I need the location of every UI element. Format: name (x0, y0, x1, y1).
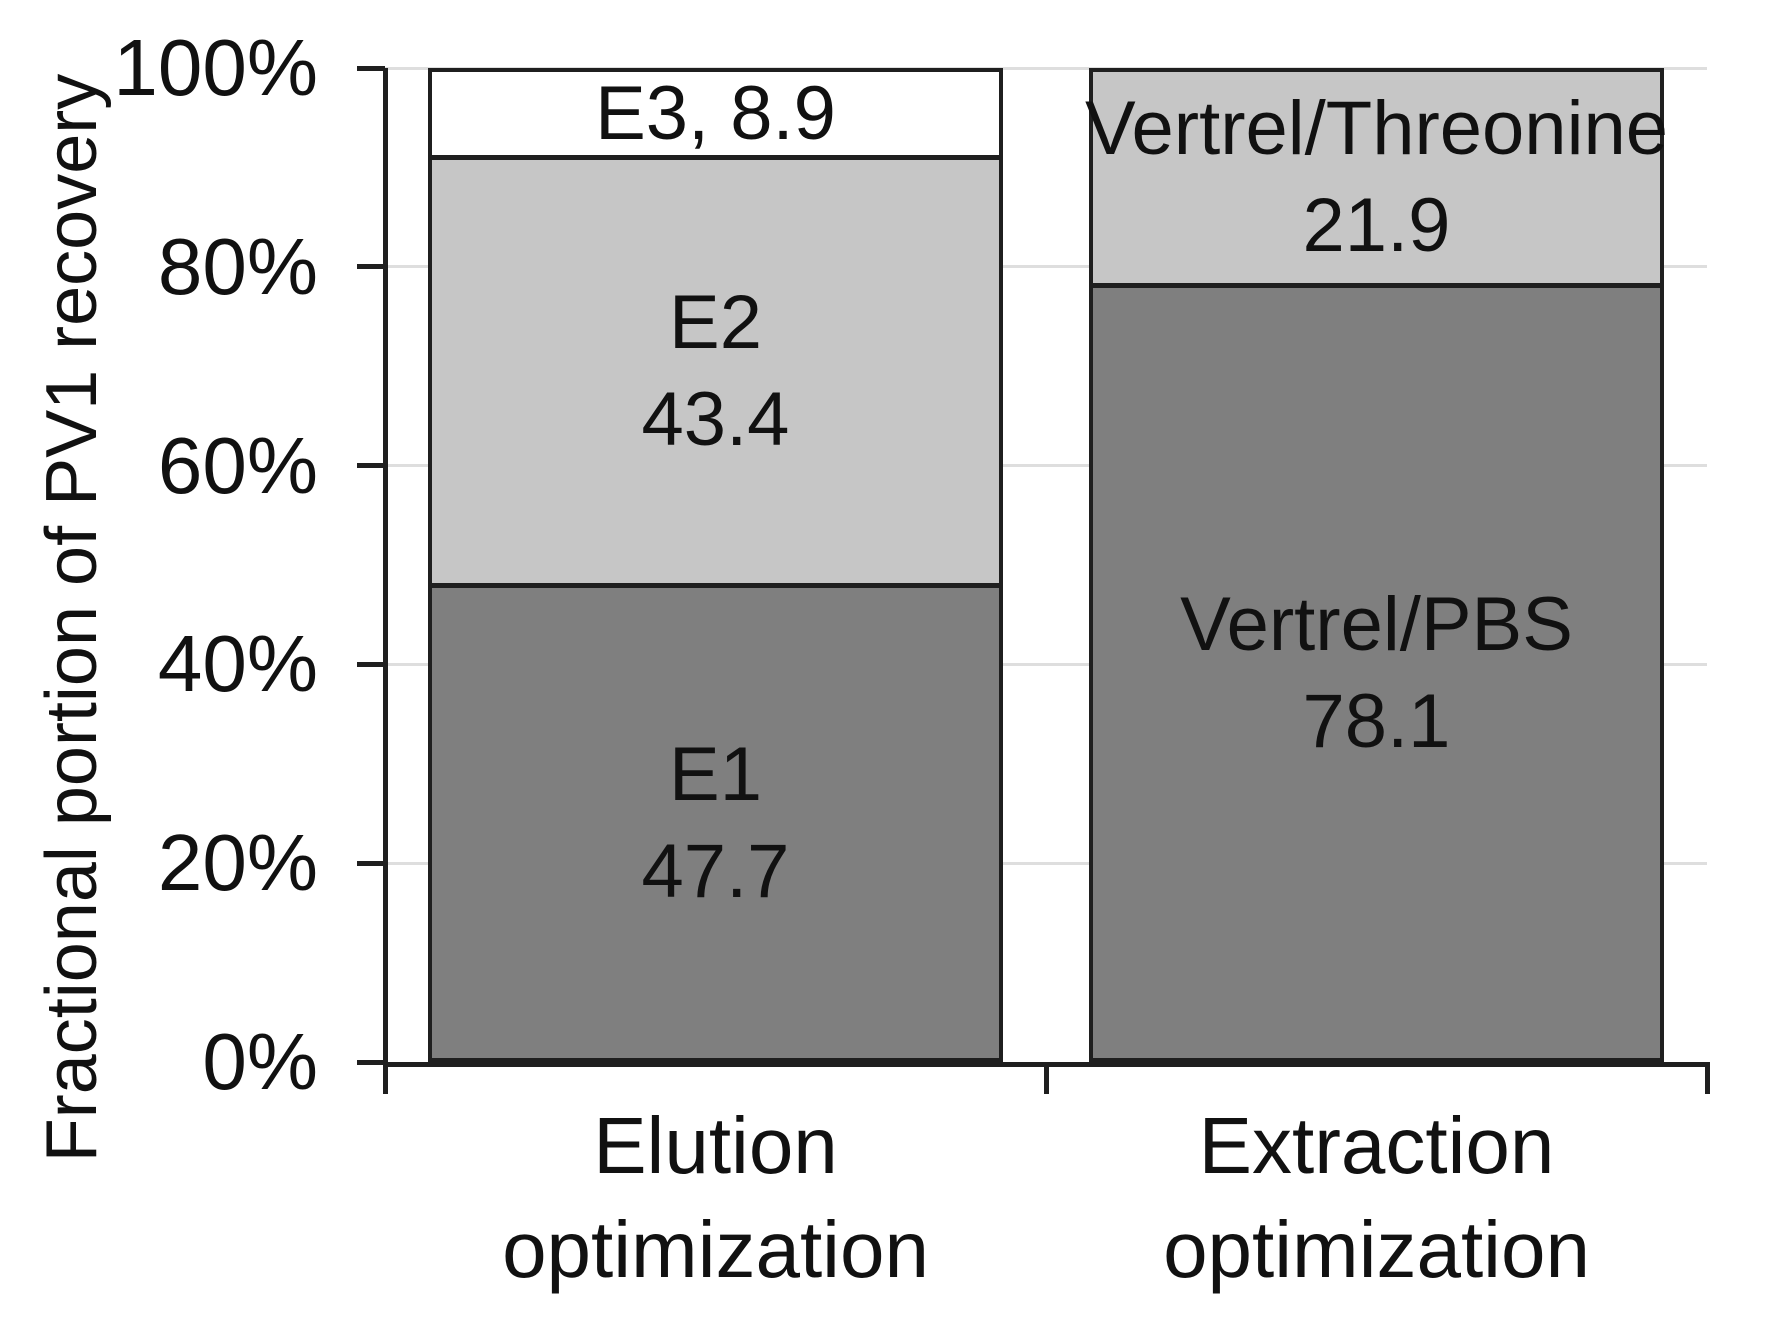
bar-segment-label: Vertrel/PBS 78.1 (1180, 581, 1573, 764)
y-tick-label-60: 60% (157, 420, 318, 510)
gridline-60 (385, 464, 1707, 468)
y-axis-line (383, 68, 388, 1067)
bar-segment-vertrel-pbs: Vertrel/PBS 78.1 (1093, 287, 1660, 1058)
bar-segment-label: E1 47.7 (641, 731, 790, 914)
bar-segment-e3: E3, 8.9 (432, 71, 999, 160)
y-axis-title: Fractional portion of PV1 recovery (32, 73, 112, 1163)
y-tick-label-20: 20% (157, 818, 318, 908)
x-tick-0 (382, 1062, 388, 1094)
gridline-80 (385, 265, 1707, 269)
y-tick-100 (357, 65, 385, 71)
x-tick-2 (1704, 1062, 1710, 1094)
y-tick-0 (357, 1059, 385, 1065)
y-tick-20 (357, 860, 385, 866)
bar-segment-e1: E1 47.7 (432, 587, 999, 1058)
y-tick-label-80: 80% (157, 221, 318, 311)
category-label-extraction-optimization: Extraction optimization (1163, 1101, 1590, 1294)
y-tick-60 (357, 463, 385, 469)
gridline-100 (385, 66, 1707, 70)
gridline-20 (385, 861, 1707, 865)
category-label-elution-optimization: Elution optimization (502, 1101, 929, 1294)
bar-segment-label: Vertrel/Threonine 21.9 (1085, 86, 1668, 269)
y-tick-label-100: 100% (113, 23, 318, 112)
bar-segment-label: E2 43.4 (641, 279, 790, 463)
bar-segment-e2: E2 43.4 (432, 159, 999, 588)
gridline-40 (385, 662, 1707, 666)
y-tick-40 (357, 661, 385, 667)
x-tick-1 (1043, 1062, 1049, 1094)
bar-vertrel-pbs: Vertrel/Threonine 21.9 Vertrel/PBS 78.1 (1085, 68, 1668, 1062)
bar-e1: E3, 8.9 E2 43.4 E1 47.7 (428, 68, 1003, 1062)
y-tick-label-40: 40% (157, 619, 318, 709)
y-tick-80 (357, 264, 385, 270)
bar-segment-vertrel-threonine: Vertrel/Threonine 21.9 (1085, 72, 1668, 288)
bar-segment-label: E3, 8.9 (595, 70, 836, 156)
y-tick-label-0: 0% (202, 1017, 318, 1106)
